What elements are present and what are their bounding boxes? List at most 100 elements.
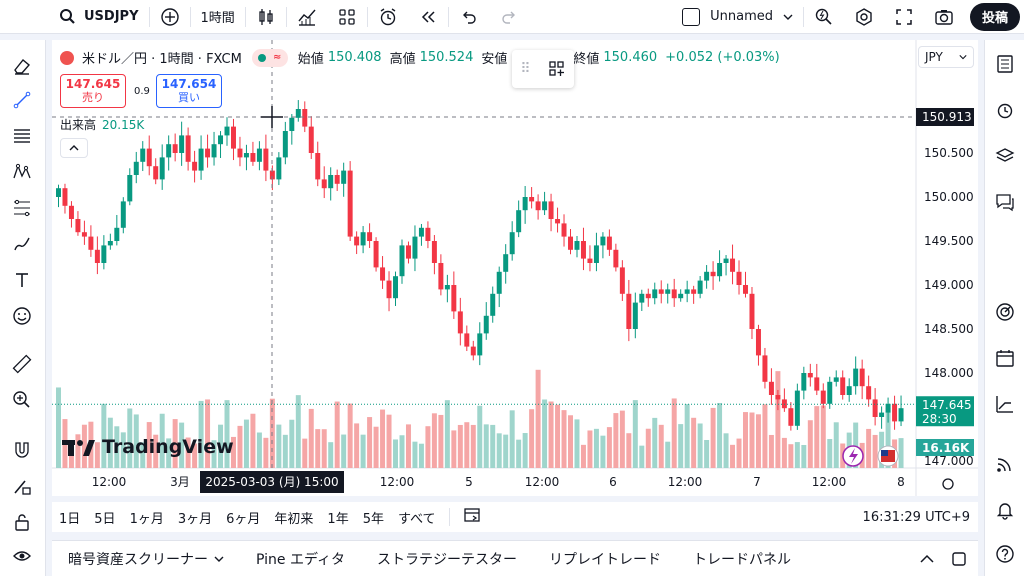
range-5d[interactable]: 5日: [94, 511, 116, 527]
candle-body: [224, 126, 230, 136]
zoom-tool-button[interactable]: [8, 386, 36, 414]
undo-button[interactable]: [449, 0, 489, 34]
clock-timezone[interactable]: 16:31:29 UTC+9: [862, 509, 970, 525]
publish-button[interactable]: 投稿: [969, 2, 1020, 31]
streams-button[interactable]: [991, 450, 1019, 478]
axis-settings-icon: [942, 478, 954, 490]
pattern-tool-button[interactable]: [8, 158, 36, 186]
range-all[interactable]: すべて: [397, 511, 436, 527]
volume-bar: [516, 439, 522, 468]
alarm-clock-icon: [380, 7, 396, 25]
range-1y[interactable]: 1年: [327, 511, 349, 527]
options-button[interactable]: [991, 390, 1019, 418]
fullscreen-button[interactable]: [884, 0, 924, 34]
chats-button[interactable]: [991, 188, 1019, 216]
volume-bar: [75, 434, 81, 468]
candle-body: [269, 170, 275, 180]
time-axis-label: 12:00: [92, 475, 127, 489]
collapse-legend-button[interactable]: [60, 138, 88, 158]
magnet-tool-button[interactable]: [8, 436, 36, 464]
tab-pine-editor[interactable]: Pine エディタ: [256, 551, 345, 568]
chart-type-button[interactable]: [246, 0, 286, 34]
ideas-button[interactable]: [991, 298, 1019, 326]
help-button[interactable]: [991, 540, 1019, 568]
close-value: 150.460: [603, 50, 658, 65]
currency-selector[interactable]: JPY: [918, 46, 974, 68]
trend-line-tool-button[interactable]: [8, 86, 36, 114]
floating-widget-toolbar: ⠿: [512, 50, 574, 88]
range-5y[interactable]: 5年: [362, 511, 384, 527]
hide-drawings-button[interactable]: [8, 542, 36, 570]
watchlist-button[interactable]: [991, 50, 1019, 78]
notifications-button[interactable]: [991, 496, 1019, 524]
candle-body: [256, 148, 262, 162]
close-label: 終値: [573, 52, 600, 67]
sell-button[interactable]: 147.645 売り: [60, 74, 126, 108]
calendar-button[interactable]: [991, 344, 1019, 372]
tab-strategy-tester[interactable]: ストラテジーテスター: [376, 551, 517, 568]
drag-handle-icon[interactable]: ⠿: [520, 61, 531, 77]
snapshot-button[interactable]: [924, 0, 964, 34]
tradingview-logo[interactable]: TradingView: [62, 436, 234, 458]
time-axis-label: 7: [753, 475, 761, 489]
tab-replay-trading[interactable]: リプレイトレード: [548, 551, 661, 568]
alerts-button[interactable]: [991, 96, 1019, 124]
object-tree-button[interactable]: [991, 142, 1019, 170]
symbol-search-button[interactable]: USDJPY: [0, 0, 149, 34]
templates-button[interactable]: [327, 0, 367, 34]
fib-tool-button[interactable]: [8, 194, 36, 222]
candle-body: [755, 329, 761, 356]
range-6m[interactable]: 6ヶ月: [226, 511, 261, 527]
horizontal-lines-tool-button[interactable]: [8, 122, 36, 150]
add-widget-icon[interactable]: [548, 60, 566, 78]
range-1m[interactable]: 1ヶ月: [129, 511, 164, 527]
candle-body: [645, 293, 651, 299]
candle-body: [743, 285, 748, 294]
ruler-tool-button[interactable]: [8, 350, 36, 378]
market-status-indicator[interactable]: ≈: [251, 48, 288, 67]
volume-bar: [153, 434, 159, 468]
lock-drawings-button[interactable]: [8, 508, 36, 536]
candle-body: [405, 245, 411, 259]
indicators-button[interactable]: [287, 0, 327, 34]
logo-text: TradingView: [102, 436, 234, 458]
layout-name-button[interactable]: Unnamed: [672, 0, 803, 34]
range-3m[interactable]: 3ヶ月: [177, 511, 213, 527]
candle-body: [568, 236, 573, 250]
volume-bar: [853, 422, 859, 468]
time-axis-label: 12:00: [812, 475, 847, 489]
icon-tool-button[interactable]: [8, 302, 36, 330]
text-tool-button[interactable]: [8, 266, 36, 294]
eraser-tool-button[interactable]: [8, 52, 36, 80]
volume-bar: [328, 442, 334, 468]
range-1d[interactable]: 1日: [59, 511, 81, 527]
volume-bar: [243, 419, 249, 468]
buy-button[interactable]: 147.654 買い: [156, 74, 222, 108]
maximize-icon[interactable]: [950, 550, 968, 568]
candle-body: [665, 289, 671, 294]
chevron-up-icon[interactable]: [918, 550, 936, 568]
brush-tool-button[interactable]: [8, 230, 36, 258]
redo-button[interactable]: [489, 0, 529, 34]
candle-body: [250, 153, 256, 162]
tab-trading-panel[interactable]: トレードパネル: [692, 551, 791, 568]
range-ytd[interactable]: 年初来: [274, 511, 314, 527]
chart-pane[interactable]: 150.500 150.000 149.500 149.000 148.500 148.0…: [52, 40, 978, 496]
candle-body: [192, 161, 198, 171]
interval-button[interactable]: 1時間: [200, 11, 235, 26]
candle-body: [678, 293, 684, 299]
draw-mode-button[interactable]: [8, 472, 36, 500]
settings-button[interactable]: [844, 0, 884, 34]
volume-bar: [477, 405, 483, 468]
compare-button[interactable]: [150, 0, 190, 34]
tab-crypto-screener[interactable]: 暗号資産スクリーナー: [52, 549, 240, 569]
replay-button[interactable]: [408, 0, 448, 34]
goto-date-button[interactable]: [456, 506, 488, 528]
candle-body: [697, 280, 703, 294]
chart-canvas[interactable]: 150.500 150.000 149.500 149.000 148.500 148.0…: [52, 40, 978, 496]
volume-bar: [529, 409, 535, 468]
alert-button[interactable]: [368, 0, 408, 34]
quick-search-button[interactable]: [804, 0, 844, 34]
indicators-icon: [298, 9, 316, 26]
high-value: 150.524: [419, 50, 474, 65]
